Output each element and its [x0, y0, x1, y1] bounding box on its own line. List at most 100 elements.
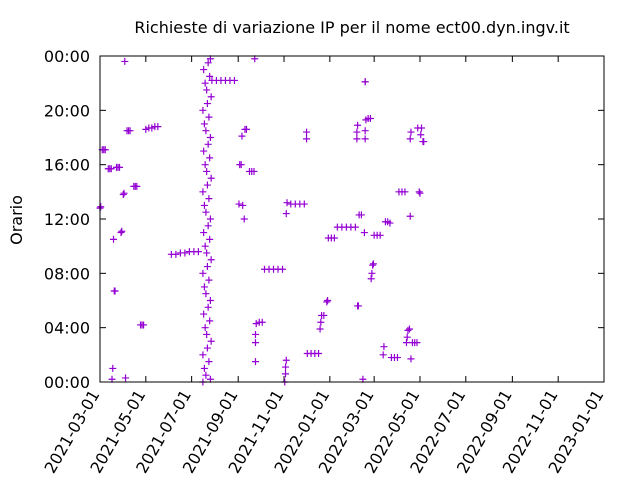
- data-point: [206, 72, 214, 80]
- data-point: [109, 364, 117, 372]
- data-point: [406, 135, 414, 143]
- data-point: [369, 260, 377, 268]
- data-point: [361, 78, 369, 86]
- data-point: [230, 76, 238, 84]
- data-point: [354, 121, 362, 129]
- data-point: [324, 297, 332, 304]
- data-point: [303, 135, 311, 143]
- data-point: [251, 330, 259, 338]
- data-point: [203, 100, 211, 108]
- data-point: [202, 290, 210, 298]
- y-axis-label: Orario: [7, 195, 26, 245]
- data-point: [204, 59, 212, 67]
- data-point: [203, 344, 211, 352]
- data-point: [206, 297, 214, 304]
- data-point: [205, 358, 213, 366]
- data-point: [203, 249, 211, 257]
- data-point: [111, 287, 119, 295]
- data-point: [206, 215, 214, 223]
- data-point: [361, 135, 369, 143]
- data-point: [316, 325, 324, 333]
- data-point: [353, 135, 361, 143]
- data-point: [200, 66, 208, 74]
- data-point: [282, 356, 290, 364]
- data-point: [323, 298, 331, 306]
- y-tick-label: 08:00: [44, 264, 90, 283]
- data-point: [126, 127, 134, 135]
- data-point: [282, 210, 290, 218]
- data-point: [200, 229, 208, 237]
- data-point: [203, 263, 211, 271]
- data-point: [201, 242, 209, 250]
- data-point: [420, 138, 428, 146]
- data-point: [201, 324, 209, 332]
- axis-ticks: 00:0004:0008:0012:0016:0020:0000:002021-…: [41, 47, 608, 477]
- data-point: [283, 199, 291, 207]
- data-point: [107, 165, 115, 173]
- data-point: [282, 370, 290, 378]
- data-point: [200, 310, 208, 318]
- data-point: [206, 235, 214, 243]
- data-point: [360, 229, 368, 237]
- chart-title: Richieste di variazione IP per il nome e…: [134, 18, 569, 37]
- data-point: [207, 256, 215, 264]
- data-point: [279, 265, 287, 273]
- data-point: [407, 355, 415, 363]
- data-point: [205, 195, 213, 203]
- data-point: [201, 79, 209, 87]
- data-point: [203, 181, 211, 189]
- data-point: [407, 128, 415, 136]
- data-point: [202, 371, 210, 379]
- data-point: [379, 351, 387, 359]
- data-point: [300, 200, 308, 208]
- data-point: [140, 321, 148, 329]
- data-point: [194, 248, 202, 256]
- data-point: [317, 318, 325, 326]
- data-point: [142, 125, 150, 133]
- data-point: [122, 374, 130, 382]
- data-point: [97, 203, 105, 211]
- data-point: [282, 363, 290, 371]
- y-tick-label: 00:00: [44, 373, 90, 392]
- data-point: [203, 330, 211, 338]
- data-point: [393, 354, 401, 362]
- data-point: [121, 57, 129, 65]
- data-point: [386, 219, 394, 227]
- data-point: [133, 182, 141, 190]
- data-point: [199, 188, 207, 196]
- data-point: [357, 211, 365, 219]
- data-point: [330, 234, 338, 242]
- data-point: [405, 325, 413, 333]
- data-point: [406, 212, 414, 220]
- data-point: [237, 161, 245, 169]
- data-point: [235, 200, 243, 208]
- data-point: [172, 250, 180, 258]
- data-point: [205, 276, 213, 284]
- data-point: [207, 174, 215, 182]
- data-point: [101, 146, 109, 154]
- data-point: [204, 222, 212, 230]
- data-point: [361, 127, 369, 135]
- data-point: [250, 167, 258, 175]
- data-point: [205, 113, 213, 121]
- data-point: [199, 106, 207, 114]
- data-point: [320, 311, 328, 319]
- data-point: [203, 167, 211, 175]
- data-point: [200, 120, 208, 128]
- data-point: [252, 320, 260, 328]
- data-point: [351, 223, 359, 231]
- data-point: [368, 269, 376, 277]
- data-point: [116, 163, 124, 171]
- data-point: [240, 215, 248, 223]
- data-point: [117, 229, 125, 237]
- data-point: [402, 339, 410, 347]
- data-point: [181, 249, 189, 257]
- data-point: [353, 128, 361, 136]
- data-point: [417, 131, 425, 139]
- data-point: [416, 189, 424, 197]
- data-point: [367, 275, 375, 283]
- data-point: [404, 326, 412, 334]
- data-point: [201, 161, 209, 169]
- y-tick-label: 16:00: [44, 156, 90, 175]
- data-point: [417, 124, 425, 132]
